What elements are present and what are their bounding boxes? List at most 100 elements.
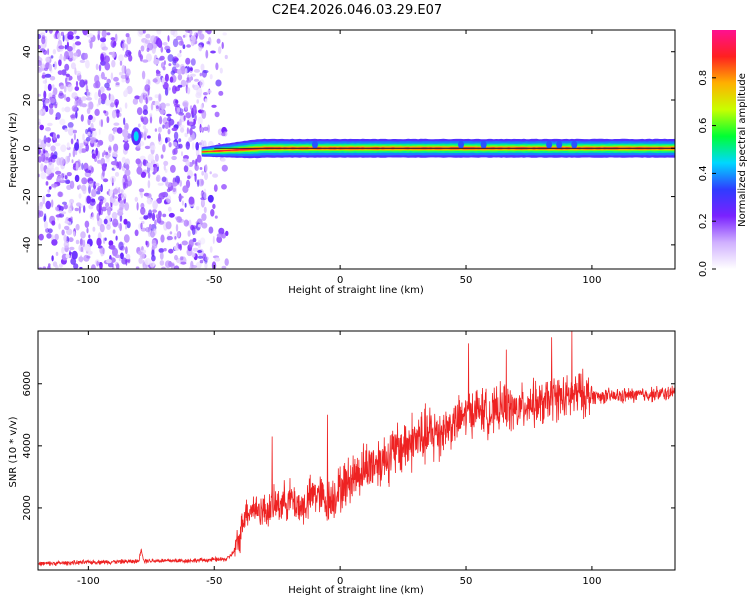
noise-cell: [74, 86, 80, 91]
noise-cell: [87, 33, 94, 38]
noise-cell: [116, 263, 120, 269]
noise-cell: [72, 231, 76, 237]
noise-cell: [204, 262, 208, 269]
noise-cell: [214, 257, 221, 262]
noise-cell: [179, 180, 182, 187]
noise-cell: [68, 237, 74, 243]
noise-cell: [140, 45, 145, 52]
colorbar-label: Normalized spectral amplitude: [737, 73, 748, 227]
noise-cell: [57, 32, 61, 41]
noise-cell: [178, 195, 184, 199]
noise-cell: [72, 149, 76, 158]
noise-cell: [97, 33, 100, 41]
noise-cell: [183, 165, 189, 173]
noise-cell: [66, 142, 70, 148]
noise-cell: [99, 247, 105, 254]
noise-cell: [138, 49, 142, 58]
noise-cell: [209, 171, 212, 175]
noise-cell: [192, 84, 199, 91]
noise-cell: [79, 266, 83, 269]
noise-cell: [215, 62, 219, 71]
noise-cell: [99, 262, 103, 269]
noise-cell: [160, 46, 164, 53]
noise-cell: [74, 41, 82, 46]
noise-cell: [173, 103, 181, 108]
noise-cell: [170, 30, 175, 36]
noise-cell: [124, 102, 128, 109]
colorbar-tick-label: 0.2: [698, 213, 709, 229]
noise-cell: [157, 126, 162, 133]
noise-cell: [70, 114, 76, 119]
noise-cell: [180, 127, 185, 133]
noise-cell: [52, 132, 56, 141]
noise-cell: [44, 99, 50, 106]
noise-cell: [61, 69, 67, 76]
noise-cell: [96, 103, 99, 107]
noise-cell: [42, 266, 47, 269]
noise-cell: [96, 260, 99, 267]
noise-cell: [189, 67, 193, 71]
noise-cell: [114, 99, 119, 106]
noise-cell: [60, 144, 67, 153]
noise-cell: [168, 248, 174, 254]
noise-cell: [134, 196, 138, 202]
noise-cell: [132, 98, 139, 105]
noise-cell: [182, 185, 189, 193]
noise-cell: [120, 189, 124, 194]
noise-cell: [51, 183, 58, 188]
noise-cell: [48, 186, 52, 190]
noise-cell: [70, 202, 73, 210]
noise-cell: [200, 63, 205, 71]
noise-cell: [163, 248, 167, 252]
noise-cell: [64, 220, 70, 224]
noise-cell: [81, 177, 88, 185]
noise-cell: [100, 93, 107, 102]
noise-cell: [75, 150, 78, 156]
noise-cell: [197, 179, 200, 188]
noise-cell: [185, 112, 191, 119]
noise-cell: [147, 193, 152, 198]
noise-cell: [38, 205, 43, 210]
noise-cell: [119, 223, 122, 232]
noise-cell: [193, 69, 200, 73]
noise-cell: [58, 59, 62, 67]
noise-cell: [197, 250, 203, 253]
noise-cell: [111, 59, 116, 68]
spectrogram-x-axis-label: Height of straight line (km): [288, 285, 424, 296]
noise-cell: [103, 218, 108, 225]
noise-cell: [121, 78, 125, 83]
noise-cell: [164, 87, 169, 96]
spectrogram-x-tick-label: -100: [77, 275, 100, 286]
noise-cell: [155, 176, 159, 182]
noise-cell: [43, 135, 47, 144]
noise-cell: [38, 144, 42, 148]
noise-cell: [72, 42, 76, 50]
noise-cell: [157, 182, 164, 186]
noise-cell: [87, 131, 91, 136]
noise-cell: [146, 47, 150, 52]
noise-cell: [93, 140, 97, 147]
noise-cell: [91, 153, 96, 159]
noise-cell: [214, 111, 220, 118]
noise-cell: [137, 30, 143, 37]
noise-cell: [125, 77, 130, 84]
noise-cell: [70, 257, 77, 265]
noise-cell: [183, 115, 186, 121]
noise-cell: [219, 67, 223, 74]
noise-cell: [161, 176, 167, 183]
noise-cell: [72, 129, 77, 134]
noise-cell: [201, 199, 205, 206]
noise-cell: [89, 40, 93, 49]
noise-cell: [149, 113, 153, 118]
snr-frame: [37, 330, 676, 571]
noise-cell: [82, 239, 86, 248]
noise-cell: [65, 253, 70, 259]
noise-cell: [159, 55, 165, 61]
noise-cell: [62, 201, 67, 205]
spectrogram-frame: [37, 29, 676, 270]
noise-cell: [96, 212, 100, 222]
noise-cell: [65, 73, 70, 78]
noise-cell: [141, 70, 146, 80]
noise-cell: [146, 162, 153, 168]
noise-cell: [147, 172, 151, 179]
